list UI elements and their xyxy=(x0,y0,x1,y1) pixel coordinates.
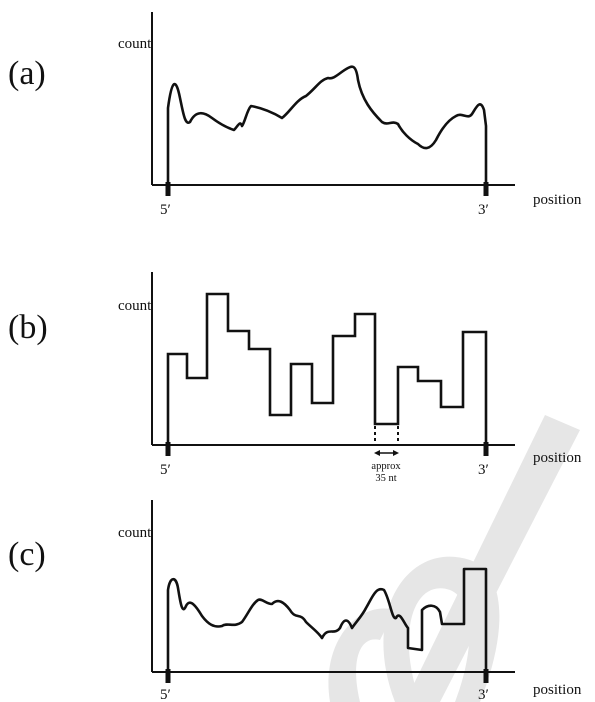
coverage-curve xyxy=(166,65,488,187)
bin-width-note-line2: 35 nt xyxy=(375,473,396,484)
y-axis-label: count xyxy=(118,525,152,541)
panel-c: (c) count position 5′ 3′ xyxy=(8,500,582,702)
panel-a: (a) count position 5′ 3′ xyxy=(8,12,582,218)
y-axis-label: count xyxy=(118,36,152,52)
label-5-prime: 5′ xyxy=(160,202,171,218)
coverage-curve xyxy=(166,567,488,674)
label-5-prime: 5′ xyxy=(160,687,171,702)
step-histogram xyxy=(166,292,488,445)
bin-width-arrow xyxy=(374,450,399,456)
x-axis-label: position xyxy=(533,450,582,466)
watermark xyxy=(328,415,580,702)
panel-label: (c) xyxy=(8,536,46,573)
bin-width-note-line1: approx xyxy=(371,461,401,472)
x-axis-label: position xyxy=(533,192,582,208)
label-3-prime: 3′ xyxy=(478,462,489,478)
x-axis-label: position xyxy=(533,682,582,698)
panel-b: (b) count position 5′ 3′ approx 35 nt xyxy=(8,272,582,484)
label-3-prime: 3′ xyxy=(478,202,489,218)
panel-label: (a) xyxy=(8,55,46,92)
label-3-prime: 3′ xyxy=(478,687,489,702)
label-5-prime: 5′ xyxy=(160,462,171,478)
y-axis-label: count xyxy=(118,298,152,314)
panel-label: (b) xyxy=(8,309,48,346)
